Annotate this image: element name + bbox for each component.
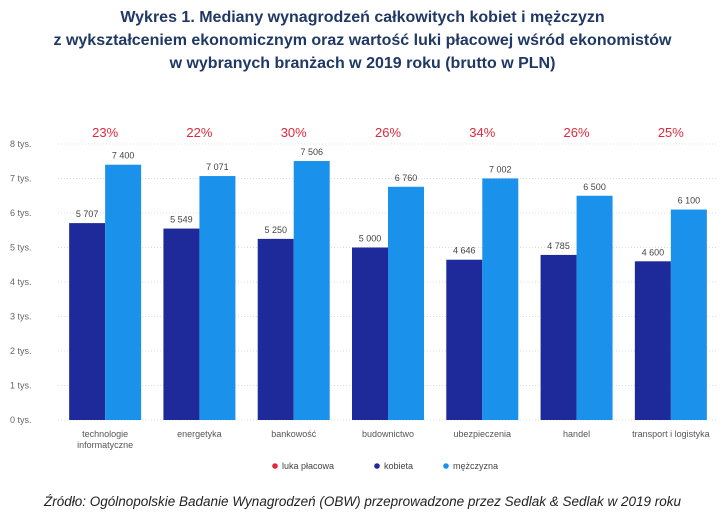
gap-label: 22% bbox=[186, 125, 212, 140]
gap-label: 26% bbox=[564, 125, 590, 140]
category-label: bankowość bbox=[271, 429, 317, 439]
category-label: informatyczne bbox=[77, 440, 133, 450]
bar-kobieta bbox=[69, 223, 106, 420]
chart-title: Wykres 1. Mediany wynagrodzeń całkowityc… bbox=[0, 6, 725, 75]
legend-marker-1 bbox=[374, 463, 380, 469]
bar-mezczyzna bbox=[576, 195, 613, 420]
gap-label: 34% bbox=[469, 125, 495, 140]
value-label-mezczyzna: 7 071 bbox=[206, 162, 229, 172]
y-tick-label: 2 tys. bbox=[10, 346, 32, 356]
bar-mezczyzna bbox=[388, 186, 424, 420]
value-label-mezczyzna: 6 100 bbox=[678, 196, 701, 206]
value-label-kobieta: 4 785 bbox=[547, 241, 570, 251]
value-label-kobieta: 4 646 bbox=[453, 246, 476, 256]
category-label: transport i logistyka bbox=[632, 429, 710, 439]
legend-marker-2 bbox=[443, 463, 449, 469]
bar-chart: 0 tys. 1 tys. 2 tys. 3 tys. 4 tys. 5 tys. 6 ty… bbox=[10, 125, 718, 471]
gap-label: 30% bbox=[281, 125, 307, 140]
value-label-mezczyzna: 7 002 bbox=[489, 164, 512, 174]
category-label: budownictwo bbox=[362, 429, 414, 439]
bar-kobieta bbox=[446, 259, 483, 420]
y-tick-label: 0 tys. bbox=[10, 415, 32, 425]
category-label: energetyka bbox=[177, 429, 222, 439]
bar-kobieta bbox=[163, 228, 200, 420]
title-line-1: Wykres 1. Mediany wynagrodzeń całkowityc… bbox=[120, 9, 605, 26]
y-tick-label: 4 tys. bbox=[10, 277, 32, 287]
value-label-mezczyzna: 7 506 bbox=[300, 147, 323, 157]
category-label: handel bbox=[563, 429, 590, 439]
bar-kobieta bbox=[540, 254, 577, 420]
value-label-kobieta: 4 600 bbox=[642, 247, 665, 257]
title-line-3: w wybranych branżach w 2019 roku (brutto… bbox=[169, 55, 556, 72]
legend-label: luka płacowa bbox=[282, 461, 334, 471]
value-label-kobieta: 5 000 bbox=[359, 234, 382, 244]
legend-label: mężczyzna bbox=[453, 461, 498, 471]
y-tick-label: 6 tys. bbox=[10, 208, 32, 218]
value-label-mezczyzna: 6 760 bbox=[395, 173, 418, 183]
category-label: ubezpieczenia bbox=[454, 429, 512, 439]
value-label-kobieta: 5 250 bbox=[264, 225, 287, 235]
value-label-mezczyzna: 7 400 bbox=[112, 151, 135, 161]
legend-marker-0 bbox=[272, 463, 278, 469]
title-line-2: z wykształceniem ekonomicznym oraz warto… bbox=[53, 32, 672, 49]
value-label-kobieta: 5 549 bbox=[170, 215, 193, 225]
y-tick-label: 5 tys. bbox=[10, 243, 32, 253]
gap-label: 26% bbox=[375, 125, 401, 140]
value-label-kobieta: 5 707 bbox=[76, 209, 99, 219]
bar-mezczyzna bbox=[199, 176, 236, 420]
bar-kobieta bbox=[634, 261, 671, 420]
legend-label: kobieta bbox=[384, 461, 413, 471]
value-label-mezczyzna: 6 500 bbox=[583, 182, 606, 192]
bar-kobieta bbox=[352, 247, 388, 420]
y-tick-label: 3 tys. bbox=[10, 312, 32, 322]
bar-mezczyzna bbox=[482, 178, 519, 420]
bar-mezczyzna bbox=[293, 161, 330, 420]
source-note: Źródło: Ogólnopolskie Badanie Wynagrodze… bbox=[43, 494, 682, 509]
y-tick-label: 7 tys. bbox=[10, 174, 32, 184]
bar-mezczyzna bbox=[105, 164, 142, 420]
y-tick-label: 1 tys. bbox=[10, 381, 32, 391]
y-tick-label: 8 tys. bbox=[10, 139, 32, 149]
gap-label: 25% bbox=[658, 125, 684, 140]
gap-label: 23% bbox=[92, 125, 118, 140]
bar-kobieta bbox=[257, 238, 294, 420]
bar-mezczyzna bbox=[670, 209, 707, 420]
category-label: technologie bbox=[82, 429, 128, 439]
